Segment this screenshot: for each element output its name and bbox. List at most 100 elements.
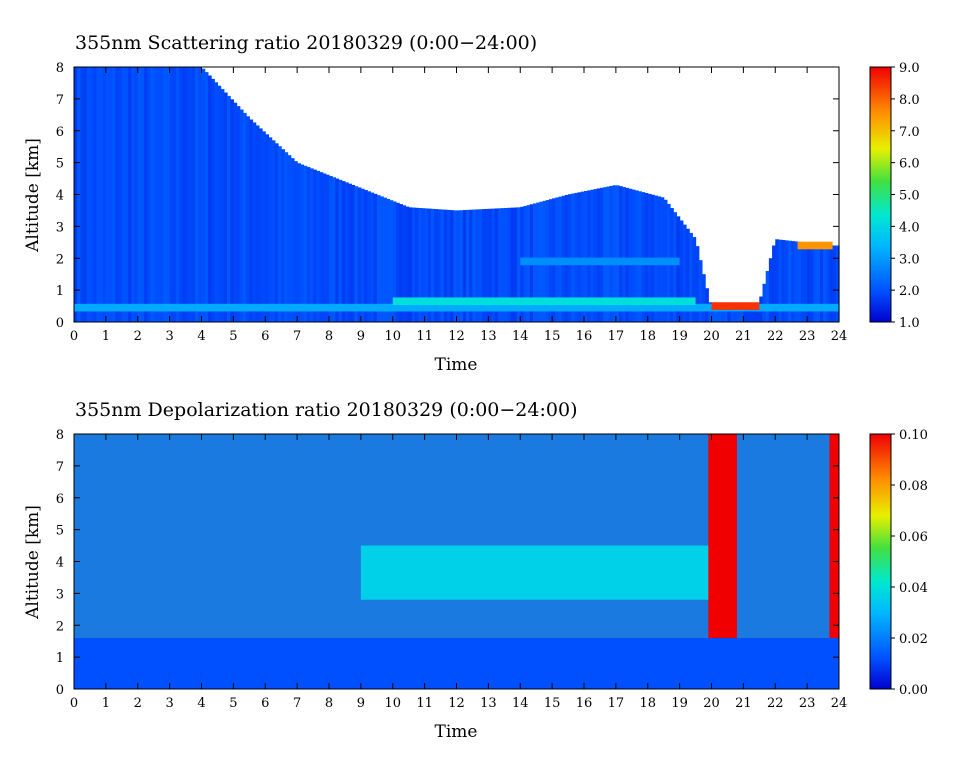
heatmap-cell xyxy=(695,246,700,322)
colorbar-tick-label: 5.0 xyxy=(899,189,920,204)
heatmap-cell xyxy=(574,192,579,322)
heatmap-cell xyxy=(641,192,646,322)
heatmap-cell xyxy=(227,95,231,323)
heatmap-cell xyxy=(131,67,136,322)
heatmap-cell xyxy=(775,239,780,322)
x-tick-label: 2 xyxy=(134,329,142,344)
heatmap-cell xyxy=(297,163,301,322)
y-axis-label: Altitude [km] xyxy=(23,505,43,620)
heatmap-cell xyxy=(717,308,722,322)
heatmap-cell xyxy=(478,209,483,322)
y-tick-label: 3 xyxy=(56,220,64,235)
x-tick-label: 20 xyxy=(703,696,720,711)
heatmap-cell xyxy=(727,306,732,322)
heatmap-feature xyxy=(520,257,680,266)
heatmap-cell xyxy=(513,207,518,322)
heatmap-cell xyxy=(367,191,372,322)
x-tick-label: 5 xyxy=(229,329,237,344)
heatmap-cell xyxy=(83,67,88,322)
heatmap-cell xyxy=(482,209,486,322)
colorbar-tick-label: 8.0 xyxy=(899,93,920,108)
heatmap-cell xyxy=(325,174,330,322)
heatmap-cell xyxy=(584,190,588,322)
x-tick-label: 6 xyxy=(261,696,269,711)
heatmap-cell xyxy=(128,67,132,322)
heatmap-cell xyxy=(271,140,276,322)
heatmap-cell xyxy=(395,202,400,322)
heatmap-cell xyxy=(453,210,458,322)
heatmap-data xyxy=(74,434,839,689)
heatmap-cell xyxy=(360,188,365,322)
x-axis-label: Time xyxy=(435,722,478,742)
heatmap-cell xyxy=(344,182,349,322)
heatmap-cell xyxy=(220,89,225,322)
heatmap-cell xyxy=(418,207,423,322)
heatmap-cell xyxy=(300,164,305,322)
heatmap-cell xyxy=(797,241,802,322)
heatmap-cell xyxy=(147,67,152,322)
heatmap-cell xyxy=(701,274,706,322)
x-tick-label: 15 xyxy=(544,696,561,711)
y-tick-label: 2 xyxy=(56,252,64,267)
x-tick-label: 14 xyxy=(512,329,529,344)
heatmap-cell xyxy=(772,245,776,322)
heatmap-cell xyxy=(150,67,155,322)
heatmap-cell xyxy=(749,303,754,322)
x-tick-label: 9 xyxy=(357,329,365,344)
x-tick-label: 12 xyxy=(448,329,465,344)
heatmap-cell xyxy=(348,183,352,322)
heatmap-cell xyxy=(380,196,384,322)
y-tick-label: 8 xyxy=(56,428,64,443)
heatmap-cell xyxy=(469,209,474,322)
heatmap-cell xyxy=(389,200,394,322)
heatmap-cell xyxy=(807,242,811,322)
x-tick-label: 8 xyxy=(325,696,333,711)
heatmap-feature xyxy=(392,297,696,306)
heatmap-cell xyxy=(112,67,117,322)
heatmap-cell xyxy=(411,207,416,322)
heatmap-cell xyxy=(223,92,228,322)
heatmap-cell xyxy=(230,99,234,322)
x-tick-label: 22 xyxy=(767,329,784,344)
x-tick-label: 22 xyxy=(767,696,784,711)
x-tick-label: 10 xyxy=(384,329,401,344)
heatmap-cell xyxy=(724,307,729,322)
heatmap-cell xyxy=(427,208,432,322)
colorbar-tick-label: 9.0 xyxy=(899,61,920,76)
x-tick-label: 15 xyxy=(544,329,561,344)
heatmap-cell xyxy=(329,176,333,322)
heatmap-cell xyxy=(625,187,630,322)
heatmap-cell xyxy=(242,112,247,323)
heatmap-cell xyxy=(265,134,270,322)
heatmap-cell xyxy=(698,260,703,322)
heatmap-cell xyxy=(185,67,190,322)
colorbar-tick-label: 0.02 xyxy=(899,632,928,647)
colorbar-tick-label: 0.06 xyxy=(899,530,928,545)
y-axis-label: Altitude [km] xyxy=(23,138,43,253)
x-tick-label: 4 xyxy=(197,696,205,711)
heatmap-cell xyxy=(835,245,840,322)
x-tick-label: 23 xyxy=(799,696,816,711)
colorbar: 1.0 2.0 3.0 4.0 5.0 6.0 7.0 8.0 9.0 xyxy=(869,61,920,331)
heatmap-feature xyxy=(74,303,839,312)
heatmap-cell xyxy=(306,167,311,322)
heatmap-cell xyxy=(494,208,499,322)
heatmap-cell xyxy=(89,67,94,322)
colorbar-tick-label: 0.10 xyxy=(899,428,928,443)
heatmap-cell xyxy=(137,67,142,322)
heatmap-cell xyxy=(357,187,362,322)
heatmap-cell xyxy=(236,106,241,322)
heatmap-feature xyxy=(797,241,833,250)
heatmap-cell xyxy=(140,67,145,322)
heatmap-cell xyxy=(364,190,368,322)
heatmap-cell xyxy=(93,67,97,322)
heatmap-cell xyxy=(730,306,735,322)
heatmap-cell xyxy=(431,208,435,322)
heatmap-cell xyxy=(746,304,751,322)
x-tick-label: 12 xyxy=(448,696,465,711)
heatmap-cell xyxy=(475,209,480,322)
x-tick-label: 3 xyxy=(165,329,173,344)
colorbar-tick-label: 0.00 xyxy=(899,683,928,698)
x-tick-label: 0 xyxy=(70,329,78,344)
heatmap-cell xyxy=(188,67,193,322)
